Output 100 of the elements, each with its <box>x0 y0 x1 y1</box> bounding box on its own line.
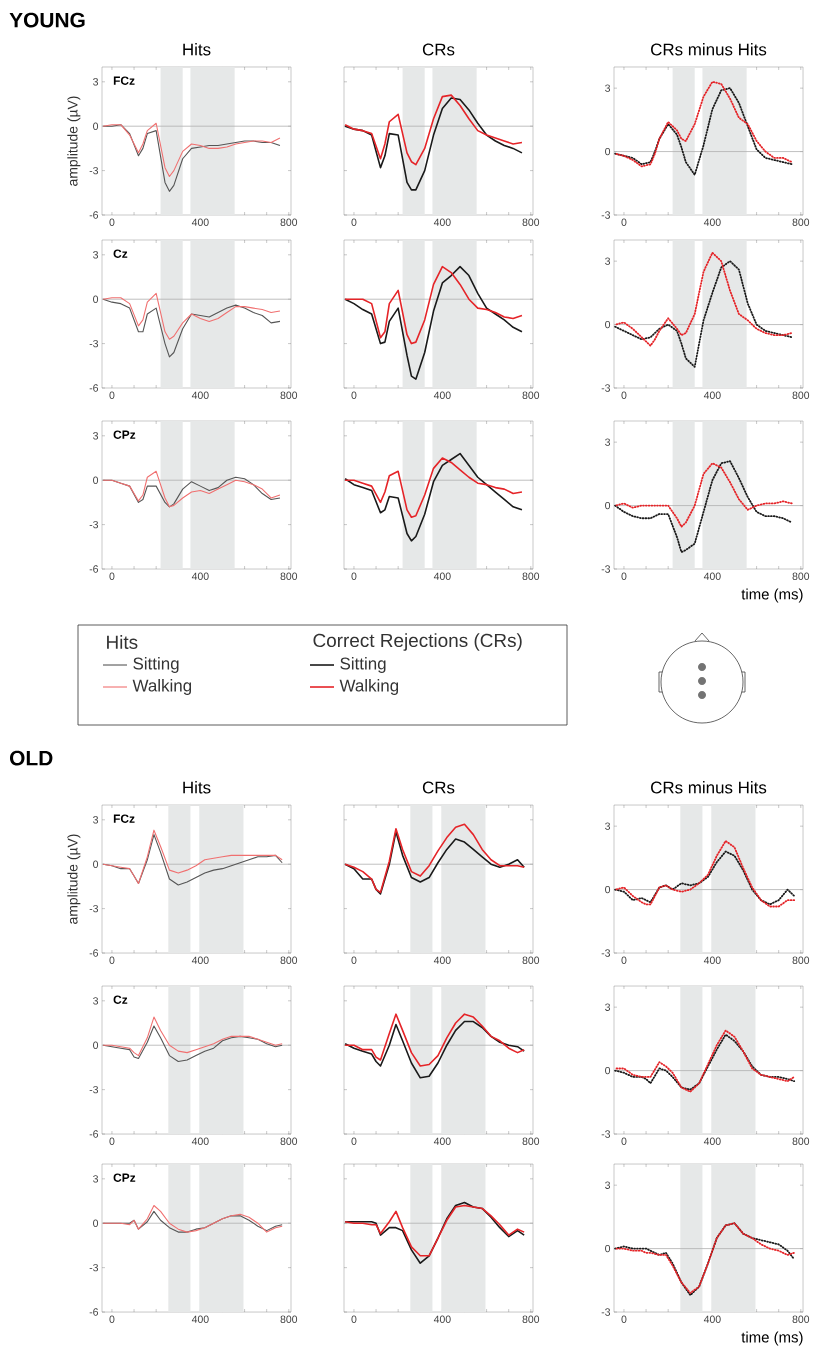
y-tick-label: -3 <box>89 1263 99 1272</box>
x-tick-label: 800 <box>280 218 298 226</box>
y-tick-label: -6 <box>89 1130 99 1138</box>
x-tick-label: 800 <box>280 1137 298 1145</box>
y-tick-label: 3 <box>93 432 99 440</box>
y-tick-label: 0 <box>605 147 611 156</box>
x-tick-label: 0 <box>351 218 357 226</box>
y-tick-label: 3 <box>605 438 611 446</box>
x-tick-label: 800 <box>522 391 540 399</box>
x-tick-label: 800 <box>792 1137 810 1145</box>
x-tick-label: 400 <box>191 391 209 399</box>
x-tick-label: 400 <box>433 956 451 964</box>
y-tick-label: -6 <box>89 1308 99 1316</box>
x-tick-label: 800 <box>280 956 298 964</box>
x-tick-label: 400 <box>191 218 209 226</box>
y-tick-label: 3 <box>605 1181 611 1189</box>
x-tick-label: 800 <box>522 956 540 964</box>
x-tick-label: 0 <box>351 1315 357 1323</box>
annotation: FCz <box>113 814 135 823</box>
y-tick-label: -6 <box>89 384 99 392</box>
x-tick-label: 400 <box>703 956 721 964</box>
line-series <box>102 298 281 358</box>
y-tick-label: 0 <box>93 860 99 868</box>
x-tick-label: 0 <box>621 218 627 226</box>
y-tick-label: 0 <box>605 1066 611 1075</box>
y-tick-label: 0 <box>605 501 611 510</box>
chart-title: CRs minus Hits <box>651 781 767 794</box>
y-tick-label: 3 <box>605 822 611 830</box>
x-tick-label: 800 <box>280 391 298 399</box>
x-tick-label: 0 <box>621 572 627 580</box>
x-tick-label: 0 <box>621 391 627 399</box>
y-tick-label: 0 <box>605 320 611 329</box>
y-tick-label: 0 <box>93 1041 99 1049</box>
x-tick-label: 800 <box>792 572 810 580</box>
x-tick-label: 0 <box>621 956 627 964</box>
legend-title: Correct Rejections (CRs) <box>313 633 522 651</box>
x-tick-label: 0 <box>109 1315 115 1323</box>
y-axis-title: amplitude (µV) <box>67 96 81 186</box>
x-tick-label: 800 <box>792 956 810 964</box>
legend-title: Hits <box>107 635 138 649</box>
y-tick-label: -3 <box>89 166 99 175</box>
annotation: Cz <box>113 995 128 1004</box>
x-axis-title: time (ms) <box>741 1331 803 1346</box>
line-series <box>614 260 793 368</box>
y-tick-label: -3 <box>601 1130 611 1138</box>
x-tick-label: 400 <box>703 391 721 399</box>
x-tick-label: 0 <box>351 1137 357 1145</box>
y-tick-label: -6 <box>89 565 99 573</box>
y-tick-label: -3 <box>601 565 611 573</box>
x-tick-label: 800 <box>792 391 810 399</box>
chart-title: CRs minus Hits <box>651 43 767 56</box>
x-tick-label: 800 <box>792 218 810 226</box>
y-tick-label: -3 <box>601 1308 611 1316</box>
x-tick-label: 0 <box>351 391 357 399</box>
y-tick-label: -3 <box>601 211 611 219</box>
x-tick-label: 0 <box>351 956 357 964</box>
chart-title: CRs <box>422 781 455 794</box>
text: YOUNG <box>9 12 85 28</box>
annotation: CPz <box>113 430 136 439</box>
x-tick-label: 0 <box>109 956 115 964</box>
x-tick-label: 0 <box>109 218 115 226</box>
y-tick-label: 3 <box>605 84 611 92</box>
x-tick-label: 800 <box>522 1137 540 1145</box>
line-series <box>102 470 281 508</box>
x-tick-label: 400 <box>703 572 721 580</box>
line-series <box>614 850 796 906</box>
x-tick-label: 800 <box>522 1315 540 1323</box>
y-tick-label: 0 <box>605 885 611 894</box>
line-series <box>614 80 793 168</box>
x-tick-label: 400 <box>191 1137 209 1145</box>
legend-label: Sitting <box>340 657 386 673</box>
line-series <box>102 122 281 178</box>
y-tick-label: -3 <box>601 949 611 957</box>
text: OLD <box>9 750 53 766</box>
annotation: FCz <box>113 76 135 85</box>
y-tick-label: -3 <box>89 520 99 529</box>
legend-label: Walking <box>132 679 192 695</box>
x-tick-label: 400 <box>433 391 451 399</box>
legend-label: Walking <box>339 679 399 695</box>
y-axis-title: amplitude (µV) <box>67 834 81 924</box>
y-tick-label: 3 <box>605 257 611 265</box>
x-tick-label: 800 <box>522 572 540 580</box>
y-tick-label: -6 <box>89 949 99 957</box>
annotation: Cz <box>113 249 128 258</box>
y-tick-label: -6 <box>89 211 99 219</box>
y-tick-label: 0 <box>93 476 99 484</box>
x-tick-label: 0 <box>621 1315 627 1323</box>
line-series <box>614 87 793 176</box>
y-tick-label: 3 <box>93 1175 99 1183</box>
x-tick-label: 400 <box>433 1315 451 1323</box>
x-tick-label: 400 <box>191 1315 209 1323</box>
x-tick-label: 400 <box>191 956 209 964</box>
x-axis-title: time (ms) <box>741 588 803 603</box>
chart-title: CRs <box>422 43 455 56</box>
x-tick-label: 800 <box>280 1315 298 1323</box>
y-tick-label: -3 <box>601 384 611 392</box>
y-tick-label: -3 <box>89 904 99 913</box>
x-tick-label: 400 <box>433 218 451 226</box>
x-tick-label: 400 <box>433 1137 451 1145</box>
y-tick-label: 3 <box>93 997 99 1005</box>
